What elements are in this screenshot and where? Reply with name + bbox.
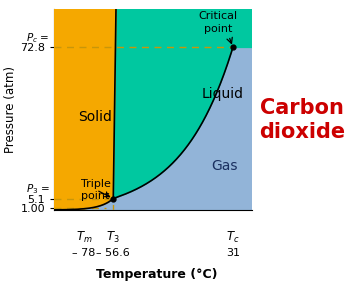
Text: – 56.6: – 56.6	[96, 248, 130, 258]
Text: Solid: Solid	[78, 110, 112, 124]
Text: $T_c$: $T_c$	[226, 230, 240, 245]
Polygon shape	[54, 47, 252, 210]
Text: $T_m$: $T_m$	[76, 230, 93, 245]
Text: $T_3$: $T_3$	[107, 230, 120, 245]
Text: 31: 31	[226, 248, 240, 258]
Text: Temperature (°C): Temperature (°C)	[96, 268, 217, 281]
Text: – 78: – 78	[72, 248, 96, 258]
Text: Critical
point: Critical point	[198, 11, 238, 34]
Text: $P_3$ =: $P_3$ =	[26, 182, 50, 196]
Text: $P_c$ =: $P_c$ =	[27, 31, 50, 44]
Y-axis label: Pressure (atm): Pressure (atm)	[4, 66, 17, 153]
Text: Liquid: Liquid	[202, 87, 243, 101]
Text: Carbon
dioxide: Carbon dioxide	[259, 98, 346, 142]
Text: Gas: Gas	[211, 159, 238, 173]
Polygon shape	[113, 0, 252, 199]
Polygon shape	[54, 0, 116, 210]
Text: Triple
point: Triple point	[81, 179, 111, 201]
